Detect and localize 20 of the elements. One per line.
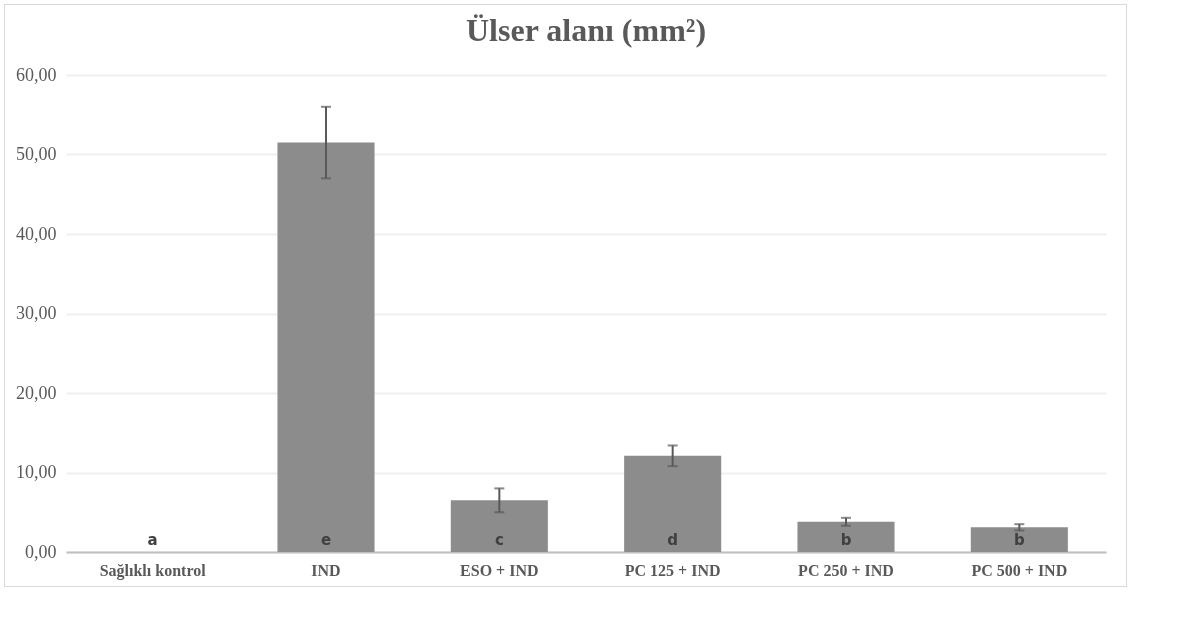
x-tick-label: PC 500 + IND [971, 561, 1068, 579]
y-tick-label: 10,00 [16, 462, 57, 482]
x-tick-label: ESO + IND [460, 561, 539, 579]
y-tick-label: 40,00 [16, 223, 57, 244]
y-tick-label: 60,00 [16, 64, 57, 85]
annotation: e [320, 531, 332, 549]
annotation: b [1013, 531, 1025, 549]
annotation: b [840, 531, 852, 549]
y-tick-label: 0,00 [25, 541, 57, 562]
annotation: c [494, 531, 504, 549]
annotation: a [147, 531, 158, 549]
x-tick-label: Sağlıklı kontrol [99, 561, 207, 580]
x-tick-label: IND [311, 561, 341, 579]
y-tick-label: 30,00 [16, 303, 57, 323]
annotation: d [667, 531, 679, 549]
chart-title: Ülser alanı (mm²) [465, 12, 707, 48]
x-tick-label: PC 250 + IND [798, 561, 894, 579]
y-tick-label: 20,00 [16, 382, 57, 403]
y-tick-label: 50,00 [16, 144, 57, 164]
x-tick-label: PC 125 + IND [624, 561, 721, 579]
